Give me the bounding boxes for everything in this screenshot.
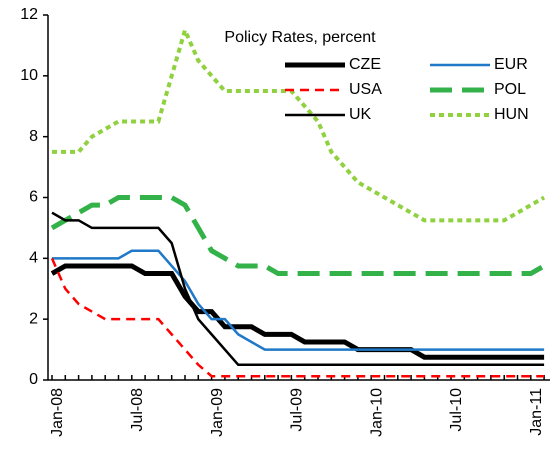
x-tick-label: Jul-10: [448, 388, 465, 432]
y-tick-label: 0: [29, 371, 38, 388]
legend-label: HUN: [494, 106, 529, 123]
y-tick-label: 12: [20, 6, 38, 23]
series-line: [52, 249, 545, 351]
y-tick-label: 2: [29, 310, 38, 327]
legend-label: UK: [349, 106, 372, 123]
x-tick-label: Jul-09: [289, 388, 306, 432]
legend-label: EUR: [494, 56, 528, 73]
series-line: [51, 211, 545, 367]
x-tick-label: Jan-10: [368, 388, 385, 437]
y-tick-label: 6: [29, 189, 38, 206]
chart-title: Policy Rates, percent: [224, 29, 376, 46]
y-tick-label: 4: [29, 250, 38, 267]
x-tick-label: Jan-11: [528, 388, 545, 436]
legend-label: POL: [494, 81, 526, 98]
x-tick-label: Jan-09: [209, 388, 226, 437]
series-line: [50, 195, 546, 277]
x-tick-label: Jan-08: [49, 388, 66, 437]
legend-label: CZE: [349, 56, 381, 73]
series-line: [52, 24, 546, 223]
legend-label: USA: [349, 81, 382, 98]
y-tick-label: 8: [29, 128, 38, 145]
x-tick-label: Jul-08: [129, 388, 146, 432]
series-line: [50, 257, 545, 378]
series-line: [50, 263, 545, 360]
y-tick-label: 10: [20, 67, 38, 84]
